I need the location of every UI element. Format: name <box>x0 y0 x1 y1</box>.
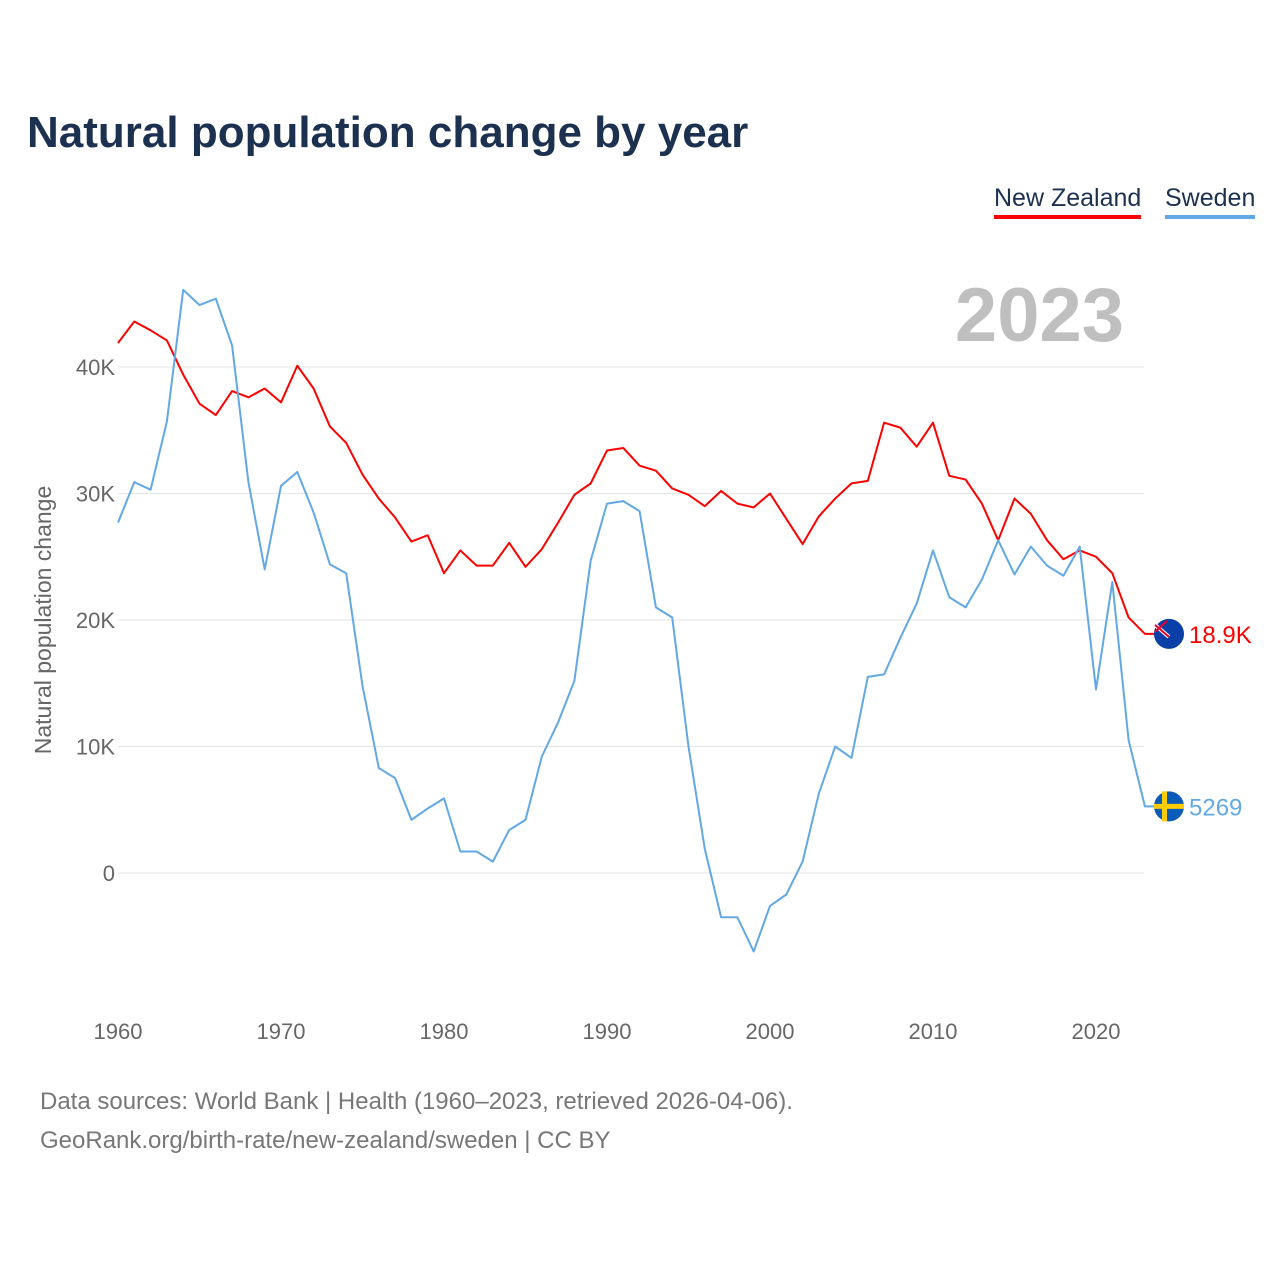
y-tick-label: 10K <box>76 735 115 760</box>
series-line-new-zealand <box>117 320 1160 635</box>
x-tick-label: 2000 <box>746 1019 795 1044</box>
flag-union-red <box>1154 624 1170 638</box>
legend-sweden[interactable]: Sweden <box>1165 184 1256 219</box>
y-tick-label: 40K <box>76 355 115 380</box>
current-year-label: 2023 <box>955 273 1124 358</box>
flag-circle <box>1154 618 1184 649</box>
y-tick-label: 30K <box>76 482 115 507</box>
chart-title: Natural population change by year <box>27 108 749 157</box>
flag-union-red <box>1154 620 1168 633</box>
footer-sources: Data sources: World Bank | Health (1960–… <box>40 1088 793 1115</box>
end-value-label: 18.9K <box>1189 622 1252 649</box>
footer-attribution[interactable]: GeoRank.org/birth-rate/new-zealand/swede… <box>40 1127 611 1154</box>
end-value-label: 5269 <box>1189 794 1242 821</box>
x-tick-label: 2020 <box>1072 1019 1121 1044</box>
x-tick-label: 1970 <box>257 1019 306 1044</box>
sweden-flag-icon <box>1154 791 1184 822</box>
new-zealand-flag-icon <box>1153 618 1184 649</box>
x-tick-label: 2010 <box>909 1019 958 1044</box>
flag-cross-v <box>1162 791 1167 822</box>
series-line-sweden <box>117 288 1160 953</box>
legend-new-zealand[interactable]: New Zealand <box>994 184 1142 219</box>
y-tick-label: 0 <box>103 861 115 886</box>
x-tick-label: 1990 <box>583 1019 632 1044</box>
y-axis-label: Natural population change <box>30 486 56 755</box>
x-tick-label: 1960 <box>94 1019 143 1044</box>
y-tick-label: 20K <box>76 608 115 633</box>
flag-cross-h <box>1154 803 1184 809</box>
x-tick-label: 1980 <box>420 1019 469 1044</box>
